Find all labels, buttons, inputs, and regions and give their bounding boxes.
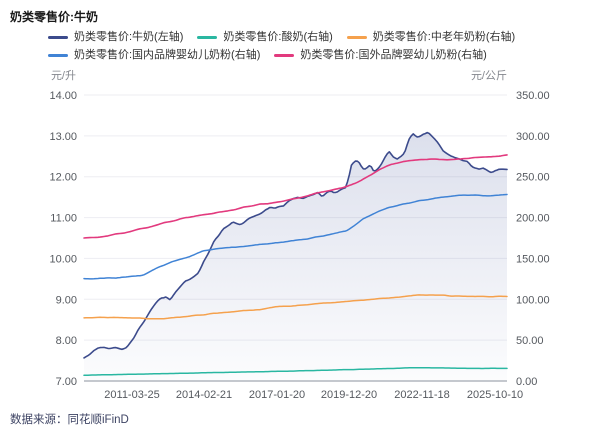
data-source-label: 数据来源： bbox=[10, 414, 68, 426]
data-source: 数据来源：同花顺iFinD bbox=[10, 411, 129, 427]
y-axis-right-tick: 350.00 bbox=[516, 90, 550, 102]
x-axis-tick: 2019-12-20 bbox=[321, 389, 377, 401]
legend-swatch-yogurt bbox=[197, 35, 218, 39]
legend-row: 奶类零售价:牛奶(左轴) 奶类零售价:酸奶(右轴) 奶类零售价:中老年奶粉(右轴) bbox=[48, 30, 588, 44]
legend-swatch-domestic-infant-formula bbox=[48, 53, 68, 57]
legend-swatch-foreign-infant-formula bbox=[274, 53, 295, 57]
y-axis-right-tick: 250.00 bbox=[516, 172, 550, 184]
series-line-middle-aged-milk-powder bbox=[83, 294, 508, 320]
chart-title: 奶类零售价:牛奶 bbox=[10, 10, 98, 24]
y-axis-right-tick: 200.00 bbox=[516, 213, 550, 225]
y-axis-left-tick: 9.00 bbox=[56, 294, 77, 306]
legend-label: 奶类零售价:国内品牌婴幼儿奶粉(右轴) bbox=[74, 49, 261, 61]
x-axis-tick: 2022-11-18 bbox=[394, 389, 449, 401]
y-axis-left-tick: 11.00 bbox=[50, 213, 77, 225]
legend: 奶类零售价:牛奶(左轴) 奶类零售价:酸奶(右轴) 奶类零售价:中老年奶粉(右轴) 奶… bbox=[48, 30, 588, 62]
y-axis-left-tick: 13.00 bbox=[49, 131, 77, 143]
data-source-value: 同花顺iFinD bbox=[67, 414, 129, 426]
legend-label: 奶类零售价:中老年奶粉(右轴) bbox=[372, 31, 516, 43]
y-axis-right-tick: 300.00 bbox=[516, 131, 550, 143]
y-axis-right-tick: 0.00 bbox=[516, 376, 537, 388]
right-axis-unit: 元/公斤 bbox=[471, 69, 507, 82]
x-axis-tick: 2014-02-21 bbox=[176, 389, 232, 401]
legend-item-milk[interactable]: 奶类零售价:牛奶(左轴) bbox=[48, 30, 183, 44]
legend-label: 奶类零售价:酸奶(右轴) bbox=[223, 31, 333, 43]
legend-swatch-milk bbox=[48, 35, 68, 39]
left-axis-unit: 元/升 bbox=[51, 69, 76, 82]
series-line-yogurt bbox=[83, 367, 508, 377]
legend-item-yogurt[interactable]: 奶类零售价:酸奶(右轴) bbox=[197, 30, 333, 44]
x-axis-tick: 2017-01-20 bbox=[249, 389, 305, 401]
y-axis-left-tick: 10.00 bbox=[49, 253, 77, 265]
y-axis-right-tick: 50.00 bbox=[516, 335, 544, 347]
y-axis-left-tick: 8.00 bbox=[56, 335, 77, 347]
x-axis-tick: 2025-10-10 bbox=[467, 389, 523, 401]
legend-item-foreign-infant-formula[interactable]: 奶类零售价:国外品牌婴幼儿奶粉(右轴) bbox=[274, 48, 487, 62]
legend-item-middle-aged-milk-powder[interactable]: 奶类零售价:中老年奶粉(右轴) bbox=[346, 30, 516, 44]
legend-row: 奶类零售价:国内品牌婴幼儿奶粉(右轴) 奶类零售价:国外品牌婴幼儿奶粉(右轴) bbox=[48, 48, 588, 62]
series-line-foreign-infant-formula bbox=[83, 154, 508, 239]
series-area-milk bbox=[84, 132, 507, 381]
legend-swatch-middle-aged-milk-powder bbox=[346, 35, 367, 39]
legend-item-domestic-infant-formula[interactable]: 奶类零售价:国内品牌婴幼儿奶粉(右轴) bbox=[48, 48, 260, 62]
x-axis-tick: 2011-03-25 bbox=[104, 389, 159, 401]
legend-label: 奶类零售价:国外品牌婴幼儿奶粉(右轴) bbox=[300, 49, 487, 61]
y-axis-left-tick: 14.00 bbox=[49, 90, 77, 102]
y-axis-right-tick: 100.00 bbox=[516, 294, 550, 306]
legend-label: 奶类零售价:牛奶(左轴) bbox=[74, 31, 184, 43]
y-axis-right-tick: 150.00 bbox=[516, 253, 550, 265]
y-axis-left-tick: 12.00 bbox=[49, 172, 77, 184]
y-axis-left-tick: 7.00 bbox=[56, 376, 77, 388]
series-line-domestic-infant-formula bbox=[83, 193, 508, 280]
